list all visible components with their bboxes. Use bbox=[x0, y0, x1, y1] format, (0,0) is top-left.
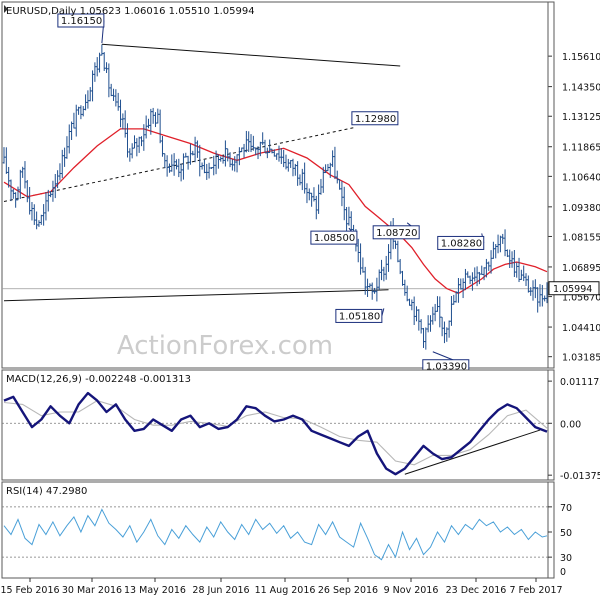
macd-y-tick-label: 0.011172 bbox=[560, 377, 600, 388]
x-axis-tick-label: 30 Mar 2016 bbox=[62, 585, 122, 596]
price-annotation-label: 1.05180 bbox=[339, 311, 380, 322]
current-price-box bbox=[548, 281, 600, 296]
price-annotation-box bbox=[57, 13, 105, 28]
x-axis-tick-label: 23 Dec 2016 bbox=[446, 585, 507, 596]
price-annotation-label: 1.08500 bbox=[314, 233, 355, 244]
rsi-y-tick-label-zero: 0 bbox=[560, 567, 566, 578]
price-annotation-box bbox=[310, 230, 358, 245]
x-axis-tick-label: 7 Feb 2017 bbox=[509, 585, 562, 596]
price-y-tick-label: 1.14350 bbox=[562, 83, 600, 94]
price-y-tick-label: 1.15610 bbox=[562, 52, 600, 63]
rsi-line bbox=[3, 508, 548, 561]
current-price-label: 1.05994 bbox=[553, 284, 592, 295]
macd-line bbox=[3, 391, 548, 476]
macd-trendline bbox=[404, 429, 541, 475]
price-y-tick-label: 1.11865 bbox=[562, 143, 600, 154]
price-annotation-box bbox=[372, 225, 420, 240]
price-annotation-box bbox=[437, 235, 485, 250]
x-axis-tick-label: 9 Nov 2016 bbox=[384, 585, 439, 596]
price-annotation-label: 1.08720 bbox=[376, 228, 417, 239]
macd-y-tick-label: -0.01375 bbox=[560, 471, 600, 482]
price-y-tick-label: 1.06895 bbox=[562, 263, 600, 274]
price-y-tick-label: 1.03185 bbox=[562, 353, 600, 364]
price-panel bbox=[1, 1, 555, 369]
price-watermark: ActionForex.com bbox=[117, 331, 333, 361]
x-axis-tick-label: 15 Feb 2016 bbox=[0, 585, 59, 596]
macd-panel-title: MACD(12,26,9) -0.002248 -0.001313 bbox=[6, 374, 191, 385]
x-axis-tick-label: 28 Jun 2016 bbox=[192, 585, 249, 596]
rsi-y-tick-label: 50 bbox=[560, 528, 572, 539]
x-axis-tick-label: 26 Sep 2016 bbox=[318, 585, 378, 596]
price-annotation-label: 1.08280 bbox=[441, 238, 482, 249]
price-panel-title: EURUSD,Daily 1.05623 1.06016 1.05510 1.0… bbox=[6, 6, 255, 17]
price-y-tick-label: 1.08155 bbox=[562, 232, 600, 243]
rsi-y-tick-label: 70 bbox=[560, 503, 572, 514]
x-axis-tick-label: 13 May 2016 bbox=[124, 585, 186, 596]
price-annotation-label: 1.03390 bbox=[426, 362, 467, 373]
price-y-tick-label: 1.09380 bbox=[562, 203, 600, 214]
macd-panel bbox=[1, 369, 555, 481]
rsi-panel-title: RSI(14) 47.2980 bbox=[6, 486, 87, 497]
price-y-tick-label: 1.05670 bbox=[562, 293, 600, 304]
price-trendline bbox=[3, 289, 389, 302]
price-y-tick-label: 1.04410 bbox=[562, 323, 600, 334]
price-annotation-label: 1.16150 bbox=[61, 16, 102, 27]
price-trendline bbox=[101, 43, 401, 67]
price-annotation-label: 1.12980 bbox=[355, 114, 396, 125]
price-annotation-box bbox=[335, 308, 383, 323]
price-y-tick-label: 1.13125 bbox=[562, 112, 600, 123]
price-panel-title-icon bbox=[4, 5, 8, 13]
price-annotation-box bbox=[351, 111, 399, 126]
rsi-y-tick-label: 30 bbox=[560, 553, 572, 564]
x-axis-tick-label: 11 Aug 2016 bbox=[255, 585, 316, 596]
price-y-tick-label: 1.10640 bbox=[562, 172, 600, 183]
macd-y-tick-label: 0.00 bbox=[560, 419, 581, 430]
